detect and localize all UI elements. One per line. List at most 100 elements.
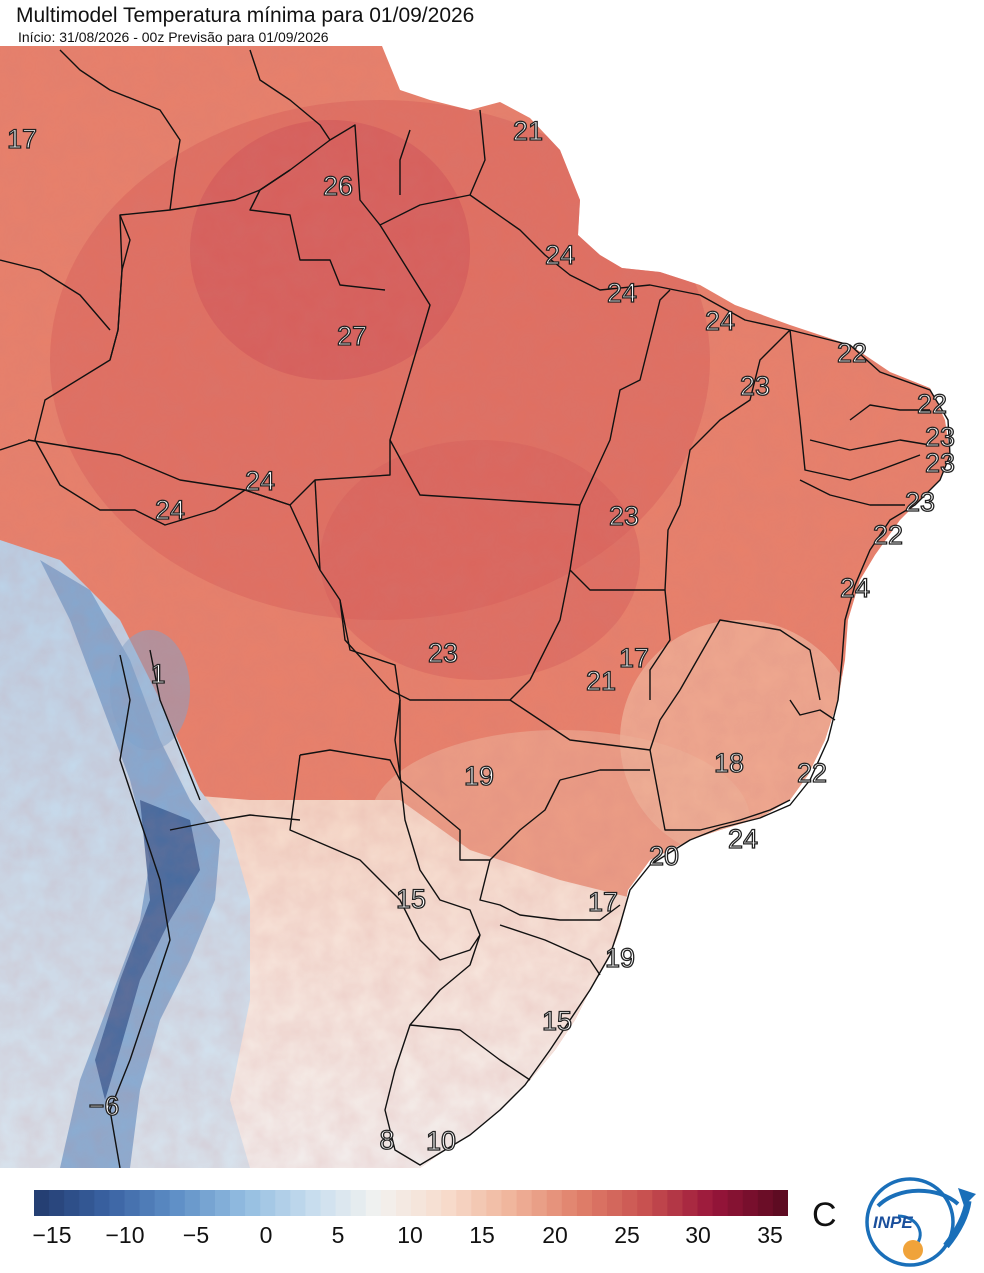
- colorbar-segment: [697, 1190, 714, 1216]
- colorbar-tick-label: 5: [331, 1222, 345, 1248]
- colorbar-segment: [395, 1190, 412, 1216]
- map-label-8-arg: 8: [379, 1125, 394, 1155]
- map-label-24-ro: 24: [245, 466, 275, 496]
- colorbar-segment: [124, 1190, 141, 1216]
- colorbar-segment: [772, 1190, 788, 1216]
- colorbar-segment: [576, 1190, 593, 1216]
- colorbar-segment: [214, 1190, 231, 1216]
- colorbar-segment: [742, 1190, 759, 1216]
- map-label-24-ac: 24: [155, 495, 185, 525]
- colorbar-segment: [64, 1190, 80, 1216]
- map-label-19-ms: 19: [464, 761, 494, 791]
- inpe-logo-text: INPE: [873, 1213, 913, 1232]
- map-label-15-rs: 15: [542, 1006, 572, 1036]
- colorbar-segment: [516, 1190, 533, 1216]
- colorbar-tick-label: 35: [757, 1222, 783, 1248]
- colorbar-segment: [79, 1190, 95, 1216]
- map-label-24-pa: 24: [545, 240, 575, 270]
- map-label-23-to: 23: [609, 501, 639, 531]
- colorbar-segment: [230, 1190, 246, 1216]
- colorbar-segment: [486, 1190, 503, 1216]
- map-subtitle: Início: 31/08/2026 - 00z Previsão para 0…: [18, 29, 329, 45]
- map-label-17-nw: 17: [7, 124, 37, 154]
- colorbar-tick-label: 0: [259, 1222, 273, 1248]
- colorbar-segment: [546, 1190, 563, 1216]
- colorbar-segment: [622, 1190, 638, 1216]
- colorbar-segment: [380, 1190, 397, 1216]
- colorbar-segment: [607, 1190, 623, 1216]
- map-label-24-ma: 24: [607, 278, 637, 308]
- colorbar-segment: [245, 1190, 261, 1216]
- map-label-23-pe: 23: [925, 422, 955, 452]
- colorbar-segment: [561, 1190, 578, 1216]
- colorbar-segment: [290, 1190, 307, 1216]
- colorbar-unit: C: [812, 1196, 837, 1234]
- map-label-23-pi: 23: [740, 371, 770, 401]
- colorbar-tick-label: −5: [182, 1222, 210, 1248]
- colorbar-segment: [320, 1190, 337, 1216]
- map-label-1-peru: 1: [150, 659, 165, 689]
- colorbar-segment: [441, 1190, 457, 1216]
- colorbar-segment: [637, 1190, 653, 1216]
- map-label-17-df: 17: [619, 643, 649, 673]
- colorbar-segment: [682, 1190, 699, 1216]
- colorbar-tick-label: 20: [542, 1222, 568, 1248]
- colorbar-segment: [667, 1190, 684, 1216]
- map-label-22-es: 22: [797, 758, 827, 788]
- colorbar-segment: [335, 1190, 352, 1216]
- colorbar-segment: [169, 1190, 186, 1216]
- map-label-24-ba: 24: [840, 573, 870, 603]
- colorbar-segment: [531, 1190, 548, 1216]
- colorbar-segment: [260, 1190, 276, 1216]
- colorbar-segment: [727, 1190, 744, 1216]
- colorbar-segment: [275, 1190, 291, 1216]
- map-label-22-pb: 22: [917, 389, 947, 419]
- colorbar-segment: [305, 1190, 322, 1216]
- colorbar-tick-label: −10: [105, 1222, 145, 1248]
- map-label-22-rn: 22: [837, 338, 867, 368]
- colorbar-segment: [139, 1190, 156, 1216]
- colorbar-segment: [652, 1190, 668, 1216]
- colorbar-segment: [591, 1190, 608, 1216]
- colorbar-segment: [184, 1190, 201, 1216]
- map-label-22-ba-n: 22: [873, 520, 903, 550]
- colorbar-segment: [426, 1190, 442, 1216]
- colorbar-segment: [757, 1190, 774, 1216]
- map-label-15-py: 15: [396, 884, 426, 914]
- colorbar-segment: [471, 1190, 487, 1216]
- map-label-10-uy: 10: [426, 1126, 456, 1156]
- colorbar-segment: [350, 1190, 367, 1216]
- map-label-19-sc: 19: [605, 943, 635, 973]
- colorbar-segment: [365, 1190, 382, 1216]
- colorbar-segment: [49, 1190, 65, 1216]
- map-label-17-pr: 17: [588, 887, 618, 917]
- colorbar-tick-label: 10: [397, 1222, 423, 1248]
- colorbar-segment: [154, 1190, 171, 1216]
- colorbar-segment: [94, 1190, 110, 1216]
- colorbar-segment: [109, 1190, 126, 1216]
- map-label-23-mt: 23: [428, 638, 458, 668]
- colorbar-segment: [501, 1190, 518, 1216]
- colorbar-segment: [712, 1190, 729, 1216]
- map-label-26-rr: 26: [323, 171, 353, 201]
- colorbar-segment: [199, 1190, 216, 1216]
- map-label-minus6-chile: −6: [89, 1091, 120, 1121]
- colorbar-tick-label: 15: [469, 1222, 495, 1248]
- colorbar: [34, 1190, 788, 1216]
- colorbar-tick-label: −15: [32, 1222, 72, 1248]
- colorbar-tick-label: 25: [614, 1222, 640, 1248]
- colorbar-tick-label: 30: [685, 1222, 711, 1248]
- colorbar-segment: [456, 1190, 472, 1216]
- brazil-outline: [34, 124, 951, 1166]
- map-label-18-mg: 18: [714, 748, 744, 778]
- map-label-21-ap: 21: [513, 116, 543, 146]
- inpe-logo: INPE: [865, 1177, 976, 1267]
- map-label-24-ce: 24: [705, 306, 735, 336]
- colorbar-segment: [34, 1190, 50, 1216]
- map-label-23-al: 23: [925, 448, 955, 478]
- map-label-23-se: 23: [905, 487, 935, 517]
- map-label-27-am: 27: [337, 321, 367, 351]
- map-label-21-go: 21: [586, 666, 616, 696]
- map-label-24-rj: 24: [728, 824, 758, 854]
